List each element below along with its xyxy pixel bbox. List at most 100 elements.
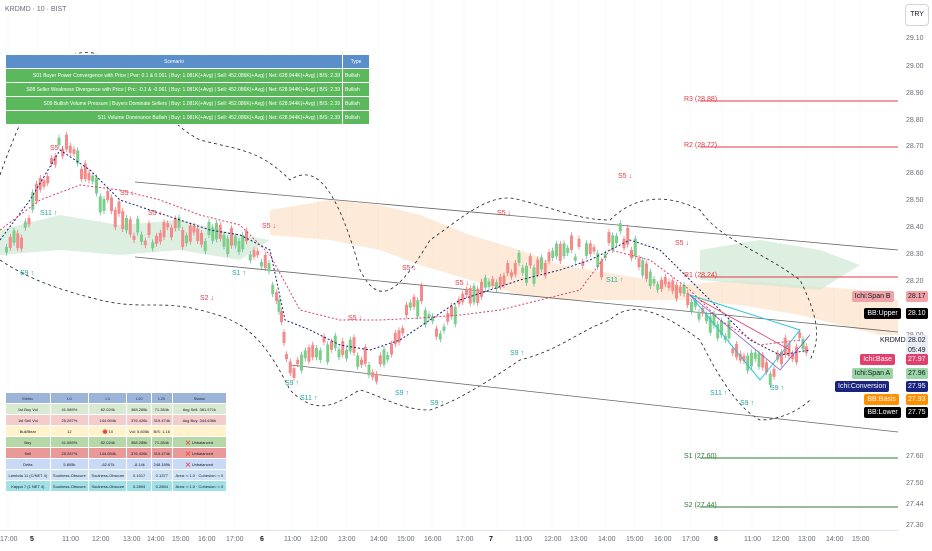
- candle-body: [371, 372, 375, 378]
- channel-top: [134, 181, 898, 251]
- candle-body: [795, 346, 798, 363]
- ichimoku-cloud-orange: [270, 200, 898, 340]
- time-axis[interactable]: 17:00 5 11:00 12:00 13:00 14:00 15:00 16:00 17:0…: [0, 530, 898, 551]
- candle-body: [716, 324, 720, 339]
- candle-body: [203, 241, 207, 252]
- time-tick: 6: [260, 536, 264, 543]
- metrics-row: Kappa 7 (1 NET 4) Soulness-Obscure Soulnes…: [5, 480, 228, 492]
- metrics-cell: Delta: [5, 458, 51, 470]
- candle-body: [435, 328, 438, 337]
- candle-body: [641, 260, 645, 276]
- candle-body: [260, 261, 263, 267]
- metrics-header: Metric: [5, 392, 51, 404]
- price-tick: 27.50: [906, 480, 924, 487]
- candle-body: [708, 316, 712, 333]
- scenario-header: Scenario: [5, 54, 343, 69]
- indicator-value-label: 28.10: [906, 308, 928, 319]
- candle-body: [558, 243, 562, 262]
- candle-body: [585, 243, 588, 256]
- price-chart[interactable]: S5 ↓ S5 ↓ S5 ↓ S5 ↓ S5 ↓ S5 ↓ S5 ↓ S5 ↓ S5 ↓ S5 ↓…: [0, 0, 898, 530]
- pivot-s2-label: S2 (27.44): [684, 502, 717, 509]
- candle-body: [348, 339, 352, 352]
- indicator-value-label: 27.96: [906, 368, 928, 379]
- candle-body: [566, 247, 570, 254]
- metrics-cell: 71.284k: [150, 403, 173, 415]
- indicator-value-label: 05:49: [906, 345, 928, 356]
- price-axis[interactable]: 29.10 29.00 28.90 28.80 28.70 28.60 28.50 28.40…: [898, 0, 932, 530]
- metrics-cell: 0.1377: [150, 469, 173, 481]
- metrics-cell: -62.67k: [88, 458, 128, 470]
- candle-body: [57, 137, 61, 146]
- signal-label: S9 ↑: [740, 400, 754, 407]
- candle-body: [185, 235, 188, 244]
- metrics-row: Delta 5.805k -62.67k -8.14k 248.189k ❌ Unbala…: [5, 458, 228, 470]
- candle-body: [791, 353, 795, 360]
- candle-body: [480, 281, 483, 297]
- candle-body: [543, 262, 547, 276]
- time-tick: 14:00: [147, 536, 165, 543]
- metrics-cell: ❌ Unbalanced: [171, 436, 228, 448]
- candle-body: [453, 307, 457, 325]
- indicator-name-label: KRDMD: [877, 335, 909, 346]
- indicator-value-label: 27.75: [906, 407, 928, 418]
- signal-label: S5 ↓: [50, 145, 64, 152]
- candle-body: [80, 169, 83, 180]
- metrics-row: Sell 25.287% 144.694k 376.426k 319.474k ❌ Unb…: [5, 447, 228, 459]
- candle-body: [581, 261, 585, 266]
- candle-body: [91, 175, 95, 182]
- candle-body: [562, 243, 566, 257]
- indicator-name-label: Ichi:Base: [860, 354, 895, 365]
- time-tick: 12:00: [772, 536, 790, 543]
- candle-body: [83, 163, 87, 180]
- candle-body: [280, 311, 283, 323]
- candle-body: [596, 253, 600, 267]
- time-tick: 17:00: [456, 536, 474, 543]
- candle-body: [300, 354, 303, 371]
- signal-label: S2 ↓: [200, 295, 214, 302]
- signal-label: S11 ↑: [40, 210, 57, 217]
- signal-label: S5 ↓: [348, 315, 362, 322]
- candle-body: [705, 314, 708, 322]
- candle-body: [20, 237, 23, 249]
- candle-body: [132, 235, 136, 241]
- candle-body: [326, 344, 330, 362]
- candle-body: [753, 352, 757, 359]
- candle-body: [386, 354, 390, 360]
- indicator-value-label: 27.97: [906, 354, 928, 365]
- candle-body: [196, 228, 200, 242]
- candle-body: [427, 314, 431, 319]
- candle-body: [367, 364, 371, 376]
- bb-lower: [0, 259, 811, 421]
- candle-body: [502, 275, 506, 285]
- candle-body: [110, 197, 113, 212]
- candle-body: [472, 285, 476, 303]
- metrics-cell: 1st Sell Vol: [5, 414, 51, 426]
- time-tick: 12:00: [544, 536, 562, 543]
- time-tick: 16:00: [424, 536, 442, 543]
- candle-body: [517, 252, 521, 263]
- candle-body: [211, 227, 215, 241]
- price-tick: 28.60: [906, 170, 924, 177]
- scenario-type: Bullish: [342, 110, 370, 125]
- candle-body: [750, 352, 753, 367]
- candle-body: [311, 344, 315, 358]
- candle-body: [420, 285, 423, 302]
- candle-body: [87, 172, 91, 181]
- candle-body: [192, 225, 196, 233]
- candle-body: [237, 240, 241, 253]
- candle-body: [446, 313, 450, 322]
- candle-body: [648, 271, 652, 286]
- candle-body: [113, 209, 117, 228]
- candle-body: [611, 235, 615, 251]
- candle-body: [222, 234, 226, 247]
- candle-body: [618, 223, 622, 232]
- metrics-row: 1st Buy Vol 41.089% 82.024k 368.285k 71.284k…: [5, 403, 228, 415]
- candle-body: [615, 235, 618, 243]
- candle-body: [577, 238, 581, 247]
- time-tick: 17:00: [0, 536, 18, 543]
- price-tick: 27.60: [906, 453, 924, 460]
- candle-body: [65, 134, 68, 150]
- scenario-row: S09 Bullish Volume Pressure | Buyers Dom…: [5, 96, 370, 111]
- currency-button[interactable]: TRY: [905, 4, 929, 26]
